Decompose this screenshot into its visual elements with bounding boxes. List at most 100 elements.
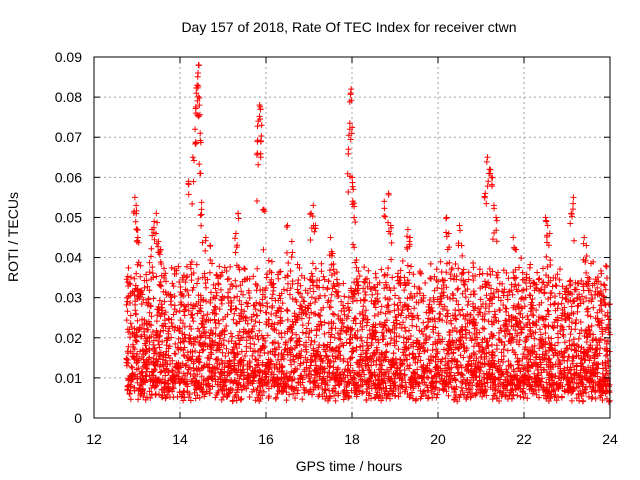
data-point-peak [510, 269, 517, 276]
data-point [529, 343, 536, 350]
data-point [554, 271, 561, 278]
data-point [425, 375, 432, 382]
data-point-peak [457, 227, 464, 234]
data-point [602, 360, 609, 367]
data-point [200, 346, 207, 353]
data-point [342, 328, 349, 335]
data-point [389, 274, 396, 281]
data-point [489, 268, 496, 275]
data-point [529, 390, 536, 397]
data-point-peak [307, 236, 314, 243]
data-point [199, 297, 206, 304]
data-point [215, 356, 222, 363]
data-point [504, 381, 511, 388]
data-point [166, 355, 173, 362]
data-point [416, 339, 423, 346]
data-point [273, 312, 280, 319]
data-point-peak [196, 94, 203, 101]
data-point [301, 298, 308, 305]
data-point [360, 296, 367, 303]
data-point-peak [195, 62, 202, 69]
data-point [359, 367, 366, 374]
data-point [156, 341, 163, 348]
data-point [135, 259, 142, 266]
data-point [450, 350, 457, 357]
data-point [594, 352, 601, 359]
data-point [403, 356, 410, 363]
data-point [572, 286, 579, 293]
data-point-peak [328, 252, 335, 259]
data-point [140, 356, 147, 363]
data-point [264, 303, 271, 310]
data-point [382, 279, 389, 286]
data-point [526, 319, 533, 326]
data-point-peak [153, 210, 160, 217]
data-point [472, 363, 479, 370]
data-point [302, 330, 309, 337]
data-point [276, 387, 283, 394]
data-point [543, 386, 550, 393]
data-point [414, 312, 421, 319]
data-point [292, 296, 299, 303]
data-point [527, 364, 534, 371]
data-point [328, 374, 335, 381]
data-point [296, 311, 303, 318]
data-point-peak [546, 230, 553, 237]
data-point-peak [234, 242, 241, 249]
data-point [517, 310, 524, 317]
data-point-peak [570, 194, 577, 201]
data-point [459, 372, 466, 379]
data-point [362, 307, 369, 314]
data-point-peak [312, 265, 319, 272]
data-point [527, 301, 534, 308]
data-point [321, 276, 328, 283]
data-point-peak [192, 126, 199, 133]
data-point [459, 323, 466, 330]
data-point [263, 285, 270, 292]
data-point [188, 378, 195, 385]
data-point [418, 373, 425, 380]
data-point [406, 327, 413, 334]
y-tick-label: 0.05 [55, 209, 82, 225]
data-point [545, 323, 552, 330]
data-point [532, 284, 539, 291]
data-point [359, 342, 366, 349]
data-point [553, 397, 560, 404]
data-point [303, 343, 310, 350]
data-point [591, 370, 598, 377]
data-point [406, 294, 413, 301]
data-point [450, 292, 457, 299]
data-point [447, 379, 454, 386]
data-point [133, 360, 140, 367]
data-point [411, 283, 418, 290]
data-point [128, 363, 135, 370]
data-point [238, 395, 245, 402]
data-point-peak [388, 239, 395, 246]
data-point [443, 307, 450, 314]
data-point [236, 341, 243, 348]
data-point [361, 371, 368, 378]
data-point-peak [347, 136, 354, 143]
data-point [439, 372, 446, 379]
chart-title: Day 157 of 2018, Rate Of TEC Index for r… [181, 19, 516, 35]
data-point [280, 387, 287, 394]
data-point [135, 396, 142, 403]
data-point [397, 299, 404, 306]
data-point [255, 336, 262, 343]
data-point [165, 383, 172, 390]
data-point [367, 286, 374, 293]
data-point [539, 279, 546, 286]
data-point [237, 282, 244, 289]
data-point [551, 387, 558, 394]
data-point [124, 308, 131, 315]
data-point [171, 302, 178, 309]
data-point-peak [208, 289, 215, 296]
data-point [266, 364, 273, 371]
data-point [532, 363, 539, 370]
data-point [171, 327, 178, 334]
data-point [577, 348, 584, 355]
data-point [335, 312, 342, 319]
data-point [464, 320, 471, 327]
data-point [443, 319, 450, 326]
data-point [507, 340, 514, 347]
